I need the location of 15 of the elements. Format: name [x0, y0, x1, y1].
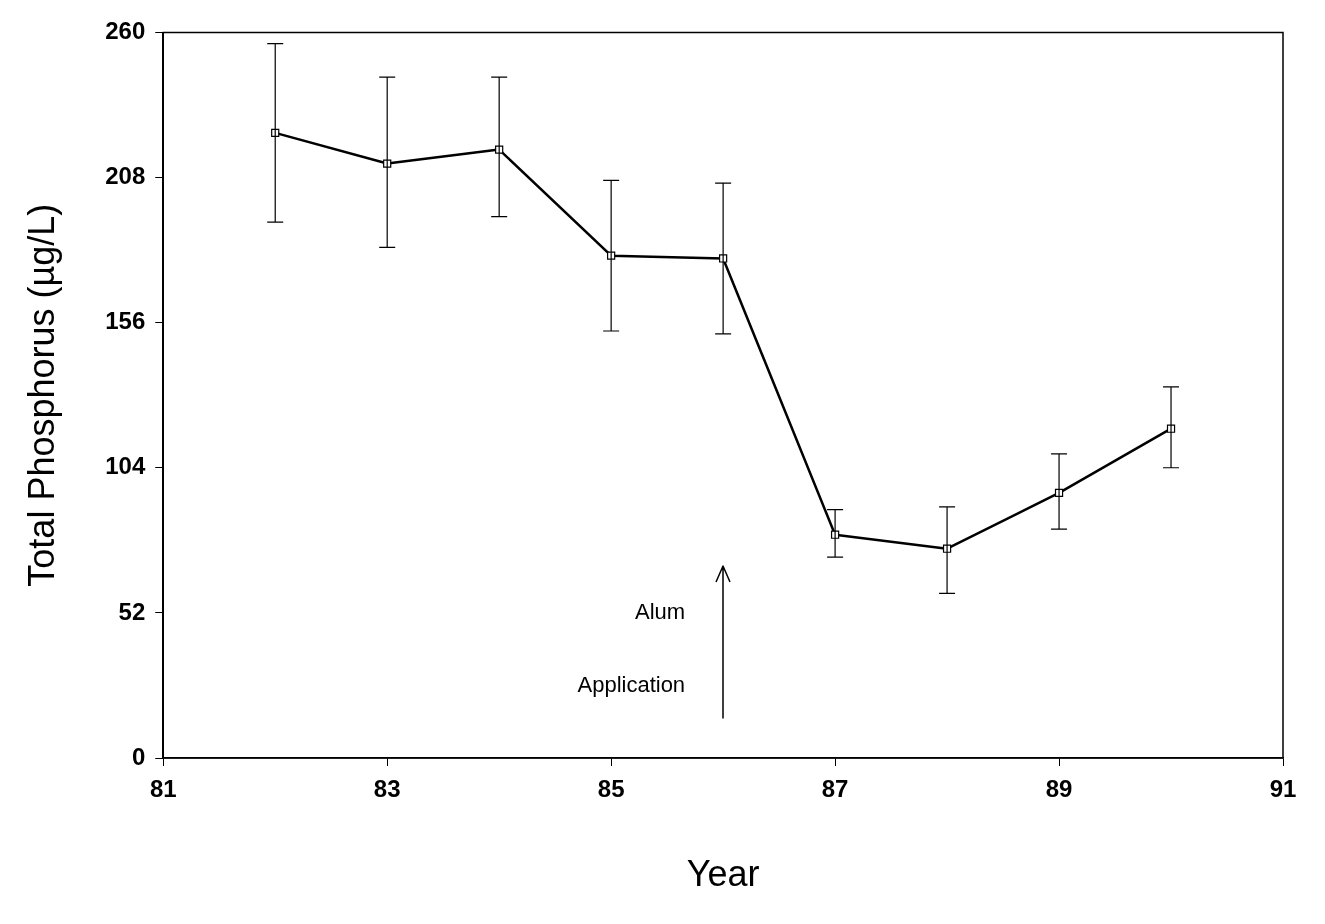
y-tick-label: 0 — [131, 742, 146, 770]
y-axis-title: Total Phosphorus (µg/L) — [20, 203, 62, 587]
x-tick-label: 89 — [1045, 775, 1073, 803]
x-tick-label: 81 — [149, 775, 177, 803]
y-tick-label: 156 — [105, 307, 146, 335]
y-tick-label: 52 — [118, 597, 146, 625]
x-tick-label: 85 — [597, 775, 625, 803]
x-tick-label: 87 — [821, 775, 849, 803]
x-tick-label: 83 — [373, 775, 401, 803]
y-tick-label: 104 — [105, 452, 146, 480]
x-tick-label: 91 — [1269, 775, 1297, 803]
x-axis-title: Year — [686, 853, 760, 895]
text: Alum Application — [577, 598, 686, 697]
y-tick-label: 208 — [105, 162, 146, 190]
y-tick-label: 260 — [105, 17, 146, 45]
